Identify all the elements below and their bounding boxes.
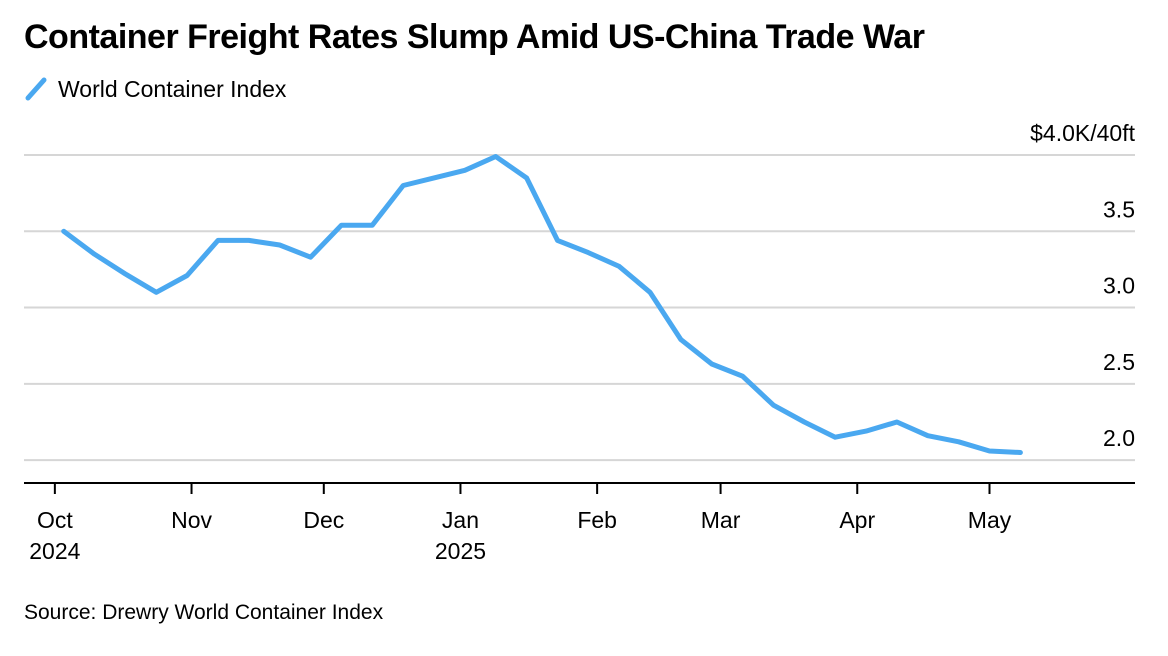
source-note: Source: Drewry World Container Index xyxy=(24,601,384,624)
x-tick-label: Dec xyxy=(303,507,344,533)
x-tick-sublabel: 2024 xyxy=(29,538,80,564)
series-line-world-container-index xyxy=(61,154,1023,455)
y-tick-label: 3.0 xyxy=(1103,273,1135,299)
x-tick-label: Mar xyxy=(701,507,741,533)
gridlines xyxy=(24,154,1135,462)
y-tick-label: $4.0K/40ft xyxy=(1030,120,1135,146)
y-tick-label: 2.5 xyxy=(1103,349,1135,375)
legend-label: World Container Index xyxy=(58,75,287,102)
x-tick-label: Oct xyxy=(37,507,73,533)
x-tick-sublabel: 2025 xyxy=(435,538,486,564)
legend: World Container Index xyxy=(24,74,286,104)
y-tick-label: 3.5 xyxy=(1103,196,1135,222)
legend-swatch-icon xyxy=(25,77,47,101)
x-axis: Oct 2024 Nov Dec Jan 2025 Feb Mar Apr May xyxy=(24,482,1135,564)
y-tick-label: 2.0 xyxy=(1103,425,1135,451)
x-tick-label: Apr xyxy=(839,507,875,533)
x-tick-label: Jan xyxy=(442,507,479,533)
x-tick-label: Nov xyxy=(171,507,212,533)
y-axis: $4.0K/40ft 3.5 3.0 2.5 2.0 xyxy=(1030,120,1135,451)
series-layer xyxy=(61,154,1023,455)
x-tick-label: Feb xyxy=(577,507,617,533)
chart-title: Container Freight Rates Slump Amid US-Ch… xyxy=(24,18,925,56)
x-tick-label: May xyxy=(968,507,1012,533)
